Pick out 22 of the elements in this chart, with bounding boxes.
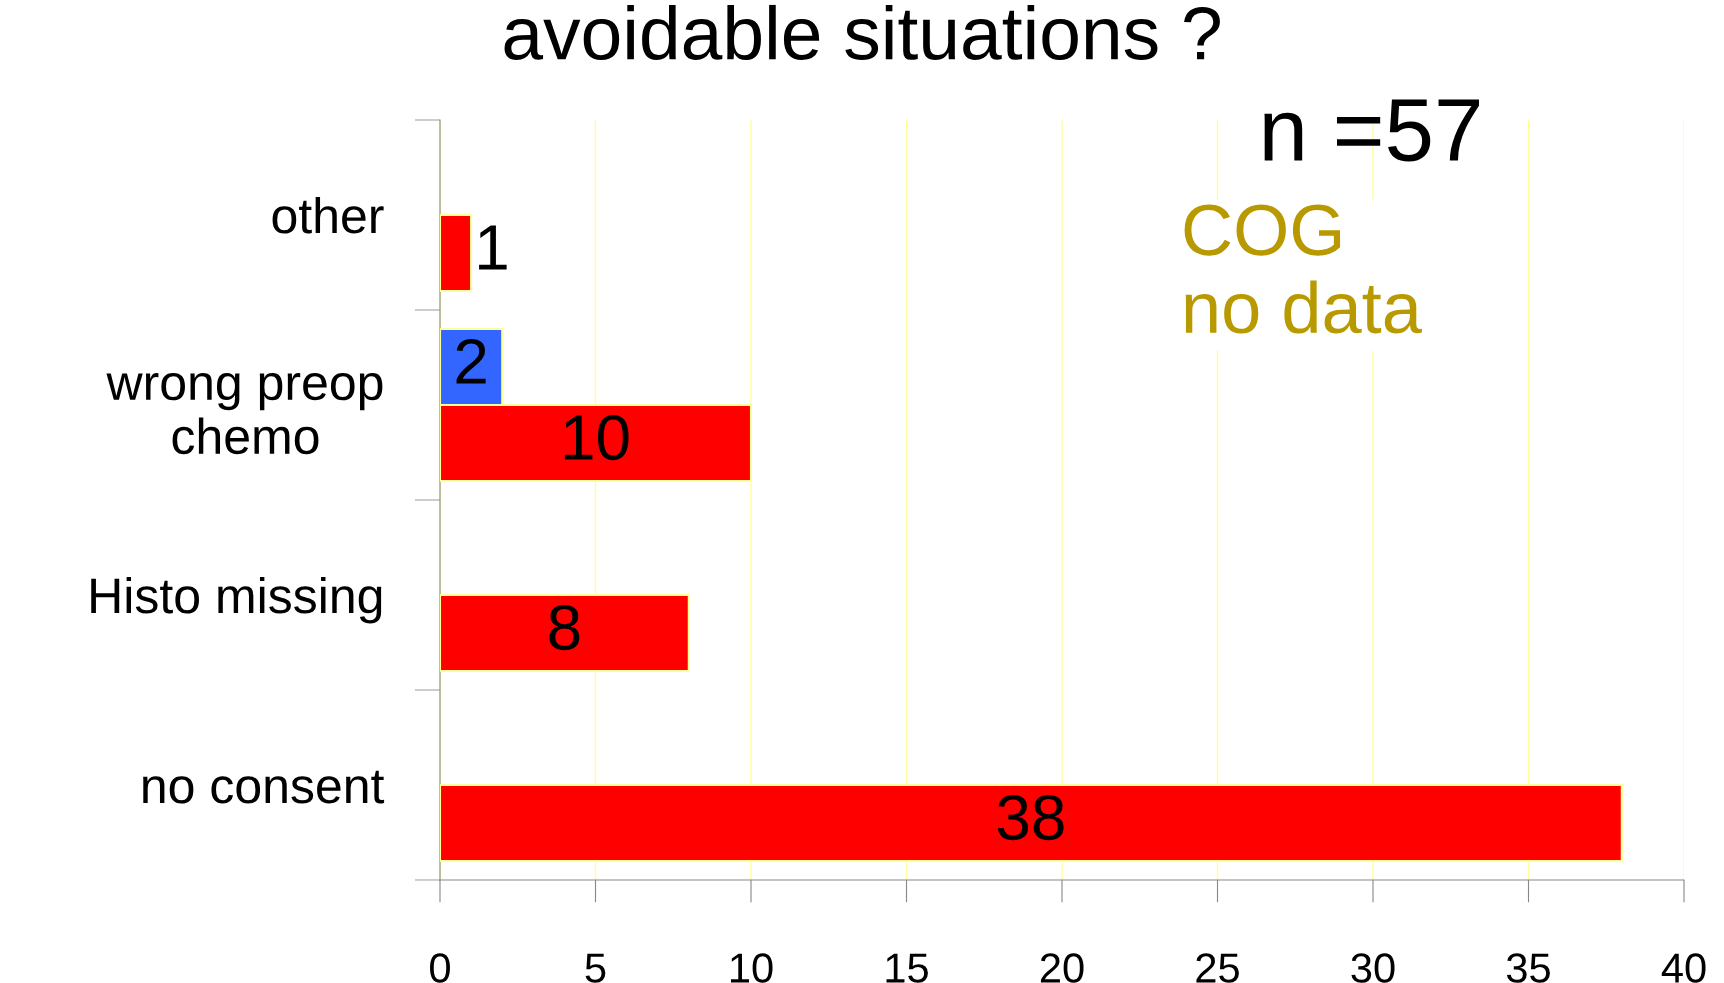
x-tick-label: 20	[1040, 953, 1084, 983]
x-tick-label: 35	[1506, 953, 1550, 983]
x-tick-label: 5	[585, 953, 606, 983]
x-tick-label: 0	[430, 953, 450, 983]
x-tick-label: 40	[1661, 953, 1706, 983]
annotation: n =57	[1264, 99, 1479, 162]
x-tick-label: 10	[731, 953, 773, 983]
y-tick-label: wrong preop chemo	[106, 372, 383, 455]
x-tick-label: 25	[1196, 953, 1239, 983]
x-tick-label: 15	[886, 953, 928, 983]
y-tick-label: no consent	[143, 770, 385, 804]
y-tick-label: other	[272, 196, 384, 234]
data-label: 10	[564, 414, 629, 461]
data-label: 38	[997, 794, 1064, 841]
chart-title: avoidable situations ?	[504, 4, 1220, 60]
y-tick-label: Histo missing	[91, 576, 382, 624]
data-label: 8	[549, 604, 580, 651]
annotation: COG no data	[1184, 204, 1422, 334]
data-label: 2	[456, 338, 486, 384]
bar	[440, 213, 473, 293]
data-label: 1	[479, 225, 507, 270]
x-tick-label: 30	[1351, 953, 1395, 983]
